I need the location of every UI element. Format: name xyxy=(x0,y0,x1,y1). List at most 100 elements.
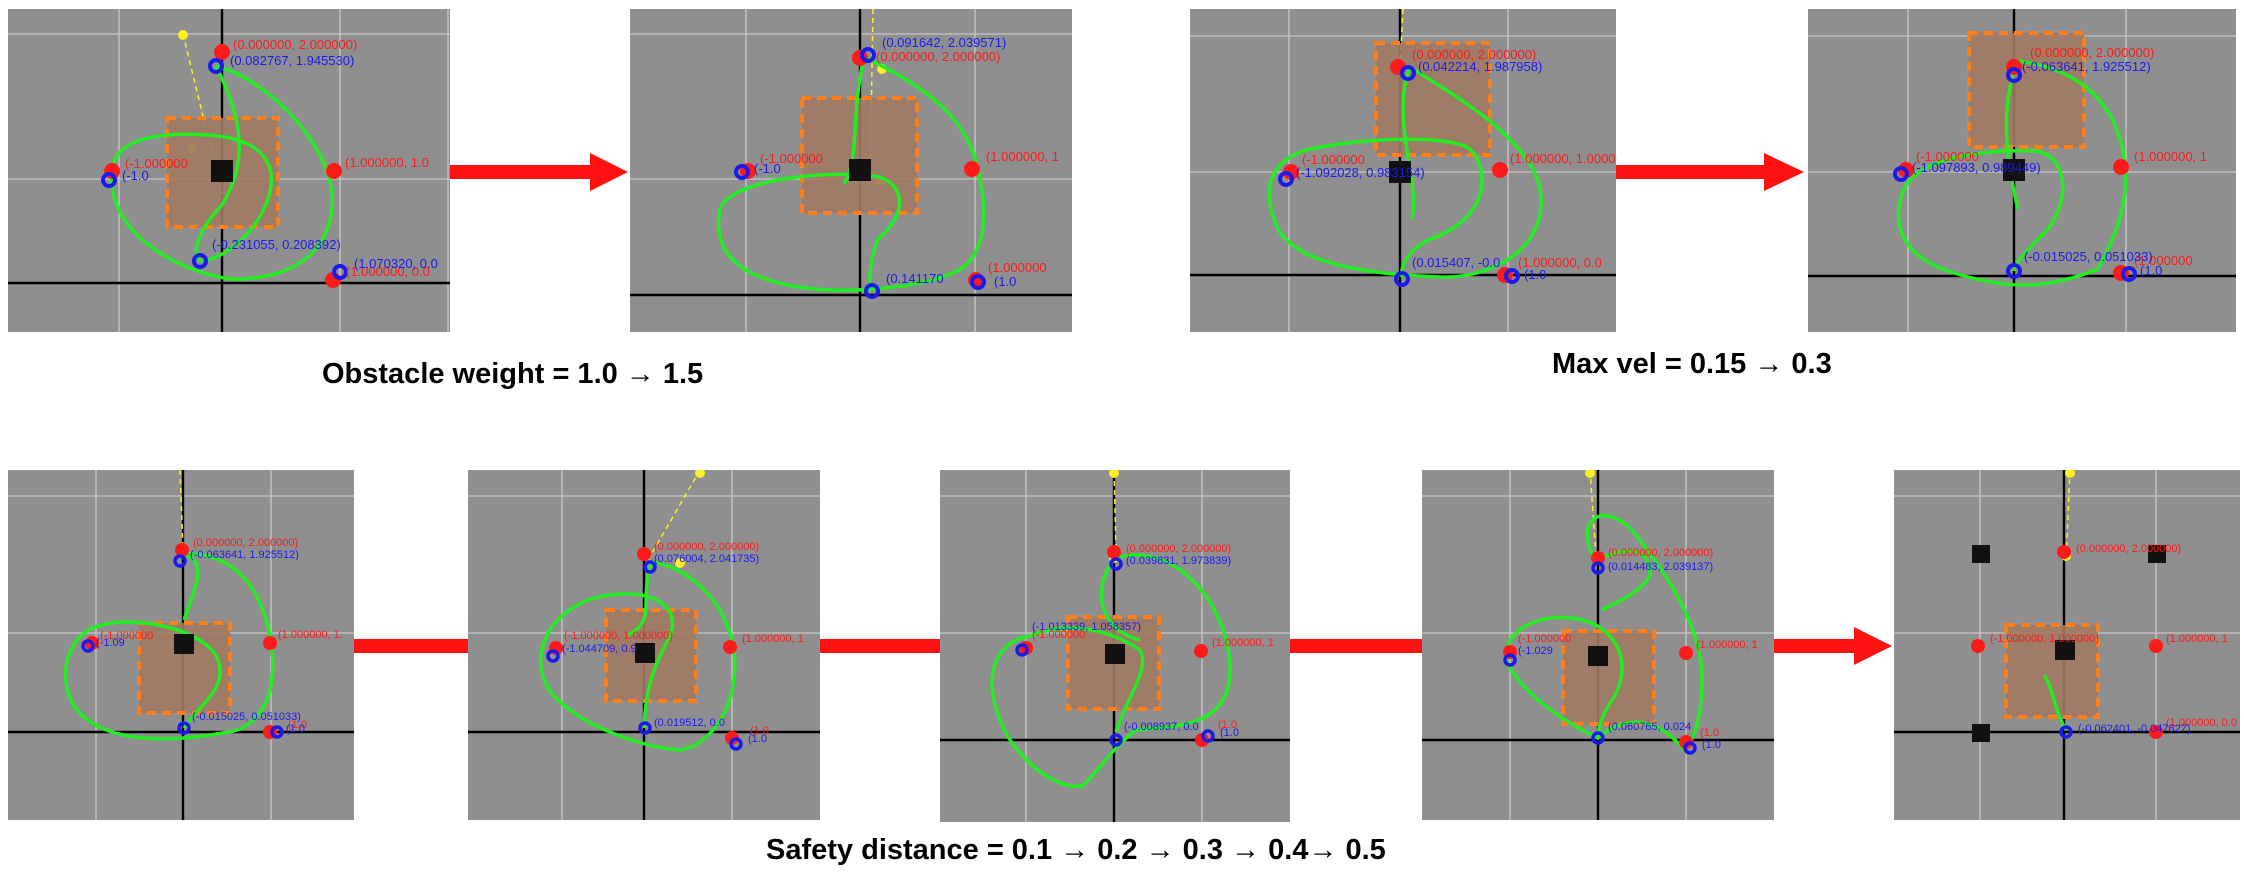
robot-label: (1.0 xyxy=(748,733,767,745)
robot-label: (0.042214, 1.987958) xyxy=(1418,59,1542,74)
static-obstacles xyxy=(1972,545,2166,742)
waypoint-label: (1.000000, 1.000000) xyxy=(1510,151,1616,166)
robot-marker xyxy=(208,58,224,74)
panel-max-vel-0-15: (0.000000, 2.000000) (1.000000, 1.000000… xyxy=(1190,9,1616,332)
obstacle-region xyxy=(1967,31,2086,149)
waypoints xyxy=(1503,551,1693,749)
robot-markers xyxy=(1278,65,1520,287)
robot-marker xyxy=(2059,725,2073,739)
waypoint-label: (0.000000, 2.000000) xyxy=(1608,547,1713,559)
waypoint-label: (1.000000, 1. xyxy=(278,629,343,641)
transition-arrow xyxy=(820,639,940,653)
waypoint-label: (0.000000, 2.000000) xyxy=(1412,47,1536,62)
waypoint-label: (1.0 xyxy=(1218,719,1237,731)
transition-arrow xyxy=(354,639,468,653)
obstacle-center xyxy=(635,643,655,663)
obstacle-region xyxy=(2004,623,2100,719)
waypoint-label: (-1.000000 xyxy=(100,630,153,642)
waypoint-label: (1.000000 xyxy=(2134,253,2193,268)
waypoint-marker xyxy=(2149,725,2163,739)
robot-marker xyxy=(1109,557,1123,571)
robot-label: (0.141170 xyxy=(886,271,944,286)
robot-markers xyxy=(1503,561,1697,755)
robot-marker xyxy=(1201,729,1215,743)
waypoint-label: (1.000000, 1 xyxy=(1696,639,1758,651)
waypoint-label: (1.000000, 0.0 xyxy=(346,264,430,279)
waypoint-marker xyxy=(2149,639,2163,653)
robot-label: (0.076004, 2.041735) xyxy=(654,553,759,565)
panel-safety-0-5: (0.000000, 2.000000) (1.000000, 1 (-1.00… xyxy=(1894,470,2240,820)
waypoint-label: (-1.000000, 1.000000) xyxy=(564,630,673,642)
transition-arrow xyxy=(1774,627,1892,665)
robot-label: (-0.015025, 0.051033) xyxy=(192,711,301,723)
robot-marker xyxy=(1591,731,1605,745)
robot-label: (0.014483, 2.039137) xyxy=(1608,561,1713,573)
robot-label: (0.015407, -0.0 xyxy=(1412,255,1500,270)
transition-arrow xyxy=(450,153,628,191)
waypoint-marker xyxy=(175,543,189,557)
heading-point xyxy=(178,30,188,40)
robot-marker xyxy=(1893,166,1909,182)
robot-marker xyxy=(643,560,657,574)
waypoint-marker xyxy=(1107,545,1121,559)
robot-label: (-1.092028, 0.983154) xyxy=(1296,165,1425,180)
waypoint-label: (1.0 xyxy=(288,719,307,731)
waypoint-marker xyxy=(1194,644,1208,658)
waypoint-label: (1.000000 xyxy=(988,260,1047,275)
robot-marker xyxy=(1394,271,1410,287)
waypoint-marker xyxy=(1492,162,1508,178)
waypoint-marker xyxy=(214,44,230,60)
waypoint-marker xyxy=(1283,164,1299,180)
robot-marker xyxy=(192,253,208,269)
waypoint-label: (0.000000, 2.000000) xyxy=(654,541,759,553)
waypoint-label: (-1.000000 xyxy=(1302,152,1365,167)
robot-label: (0.039831, 1.973839) xyxy=(1126,555,1231,567)
trajectory-path xyxy=(1504,513,1704,753)
waypoint-label: (-1.000000, 1.000000) xyxy=(1990,633,2099,645)
waypoint-label: (-1.000000 xyxy=(125,156,188,171)
waypoints xyxy=(1971,545,2163,739)
waypoint-label: (1.000000, 1 xyxy=(1212,637,1274,649)
robot-label: (-1.044709, 0.9 xyxy=(562,643,637,655)
trajectory-path xyxy=(1267,65,1543,279)
waypoint-label: (1.000000, 0.0 xyxy=(2166,717,2237,729)
robot-marker xyxy=(173,554,187,568)
robot-label: (-0.231055, 0.208392) xyxy=(212,237,341,252)
robot-label: (0.091642, 2.039571) xyxy=(882,35,1006,50)
robot-label: (-0.063641, 1.925512) xyxy=(190,549,299,561)
waypoint-label: (1.000000, 1 xyxy=(2166,633,2228,645)
robot-marker xyxy=(1109,733,1123,747)
robot-marker xyxy=(860,47,876,63)
robot-marker xyxy=(332,264,348,280)
trajectory-path xyxy=(1896,59,2128,287)
waypoint-marker xyxy=(2113,159,2129,175)
robot-marker xyxy=(270,725,284,739)
heading-line xyxy=(1589,470,1597,557)
robot-label: (-1.013339, 1.058357) xyxy=(1032,621,1141,633)
robot-marker xyxy=(1400,65,1416,81)
waypoint-marker xyxy=(2057,545,2071,559)
robot-markers xyxy=(734,47,986,299)
waypoint-marker xyxy=(1591,551,1605,565)
robot-marker xyxy=(1503,653,1517,667)
waypoint-label: (1.000000, 0.0 xyxy=(1518,255,1602,270)
waypoint-label: (1.0 xyxy=(1700,727,1719,739)
heading-point xyxy=(1585,470,1595,478)
robot-label: (-0.015025, 0.051033) xyxy=(2024,249,2153,264)
trajectory-path xyxy=(716,55,986,292)
waypoint-label: (-1.000000 xyxy=(1916,149,1979,164)
waypoint-label: (0.000000, 2.000000) xyxy=(233,37,357,52)
obstacle-center xyxy=(1588,646,1608,666)
robot-label: (1.0 xyxy=(1220,727,1239,739)
waypoint-marker xyxy=(1971,639,1985,653)
robot-marker xyxy=(638,721,652,735)
heading-point xyxy=(675,558,685,568)
waypoint-marker xyxy=(1195,733,1209,747)
robot-label: (1.0 xyxy=(286,723,305,735)
waypoint-marker xyxy=(723,640,737,654)
waypoint-label: (0.000000, 2.000000) xyxy=(2076,543,2181,555)
robot-label: (1.0 xyxy=(2140,263,2162,278)
robot-label: (1.0 xyxy=(994,274,1016,289)
robot-marker xyxy=(864,283,880,299)
